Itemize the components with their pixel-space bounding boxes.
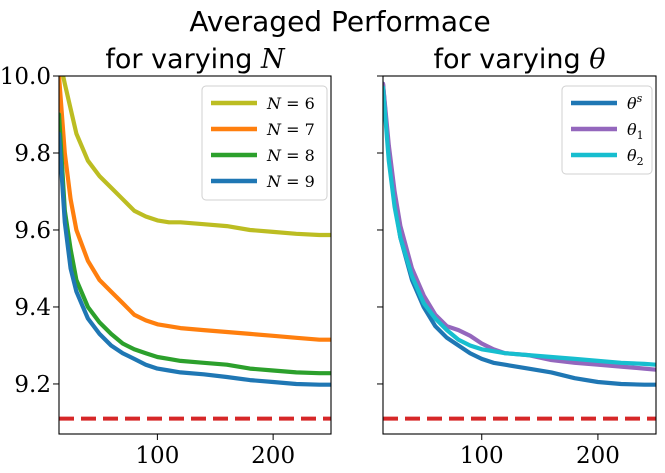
legend-label: θ2 <box>627 146 644 168</box>
legend-box <box>201 85 328 201</box>
legend: θs θ1 θ2 <box>561 85 653 175</box>
axes-frame <box>382 75 657 435</box>
legend-label: N = 7 <box>266 120 315 139</box>
x-tick-label: 100 <box>460 443 504 469</box>
series-group <box>59 76 331 421</box>
series-line <box>59 112 331 376</box>
series-line <box>59 131 331 387</box>
y-tick-label: 9.6 <box>14 218 51 244</box>
panel-title: for varying θ <box>434 44 606 75</box>
x-tick-label: 100 <box>135 443 179 469</box>
panel-title-symbol: θ <box>589 44 605 75</box>
panel-title-symbol: N <box>260 44 286 75</box>
series-line <box>59 76 331 342</box>
legend-label: θs <box>627 92 643 113</box>
series-line <box>60 76 331 238</box>
x-tick-label: 200 <box>251 443 295 469</box>
axes-frame <box>58 75 332 435</box>
legend-label: N = 8 <box>266 146 315 165</box>
panel-title-prefix: for varying <box>105 44 261 75</box>
legend-label: N = 9 <box>266 172 315 191</box>
panel-title-prefix: for varying <box>434 44 590 75</box>
legend-label: θ1 <box>627 120 644 142</box>
y-tick-label: 9.4 <box>14 295 51 321</box>
y-tick-label: 9.8 <box>14 141 51 167</box>
legend-label: N = 6 <box>266 94 315 113</box>
chart-panel-n: for varying N 100 200 9.2 9.4 9.6 9.8 10.0 N = 6… <box>0 44 332 469</box>
legend: N = 6 N = 7 N = 8 N = 9 <box>201 85 328 201</box>
series-group <box>383 81 656 421</box>
panel-title: for varying N <box>105 44 286 75</box>
series-line <box>383 81 656 372</box>
x-tick-label: 200 <box>576 443 620 469</box>
series-line <box>383 85 656 367</box>
chart-panel-theta: for varying θ 100 200 θs θ1 θ2 <box>377 44 657 469</box>
y-tick-label: 9.2 <box>14 372 51 398</box>
figure-suptitle: Averaged Performace <box>189 5 490 38</box>
y-tick-label: 10.0 <box>0 64 51 90</box>
